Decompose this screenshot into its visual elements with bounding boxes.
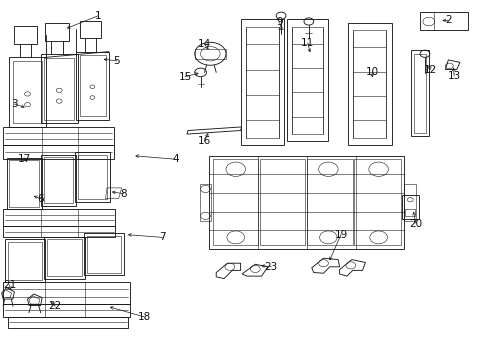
Text: 13: 13 (447, 71, 460, 81)
Text: 3: 3 (11, 99, 18, 109)
Text: 20: 20 (409, 219, 422, 229)
Text: 12: 12 (423, 64, 436, 75)
Text: 21: 21 (3, 280, 16, 290)
Text: 4: 4 (172, 154, 178, 164)
Text: 8: 8 (120, 189, 126, 199)
Text: 5: 5 (113, 56, 120, 66)
Text: 7: 7 (159, 232, 165, 242)
Text: 11: 11 (301, 38, 314, 48)
Text: 19: 19 (334, 230, 347, 239)
Text: 23: 23 (264, 262, 277, 272)
Text: 10: 10 (365, 67, 378, 77)
Text: 22: 22 (49, 301, 62, 311)
Text: 6: 6 (37, 194, 44, 204)
Text: 1: 1 (95, 11, 102, 21)
Text: 17: 17 (18, 154, 31, 164)
Text: 14: 14 (198, 40, 211, 49)
Text: 16: 16 (198, 136, 211, 146)
Text: 2: 2 (444, 15, 451, 26)
Text: 15: 15 (178, 72, 191, 82)
Text: 9: 9 (276, 17, 283, 27)
Text: 18: 18 (138, 312, 151, 322)
